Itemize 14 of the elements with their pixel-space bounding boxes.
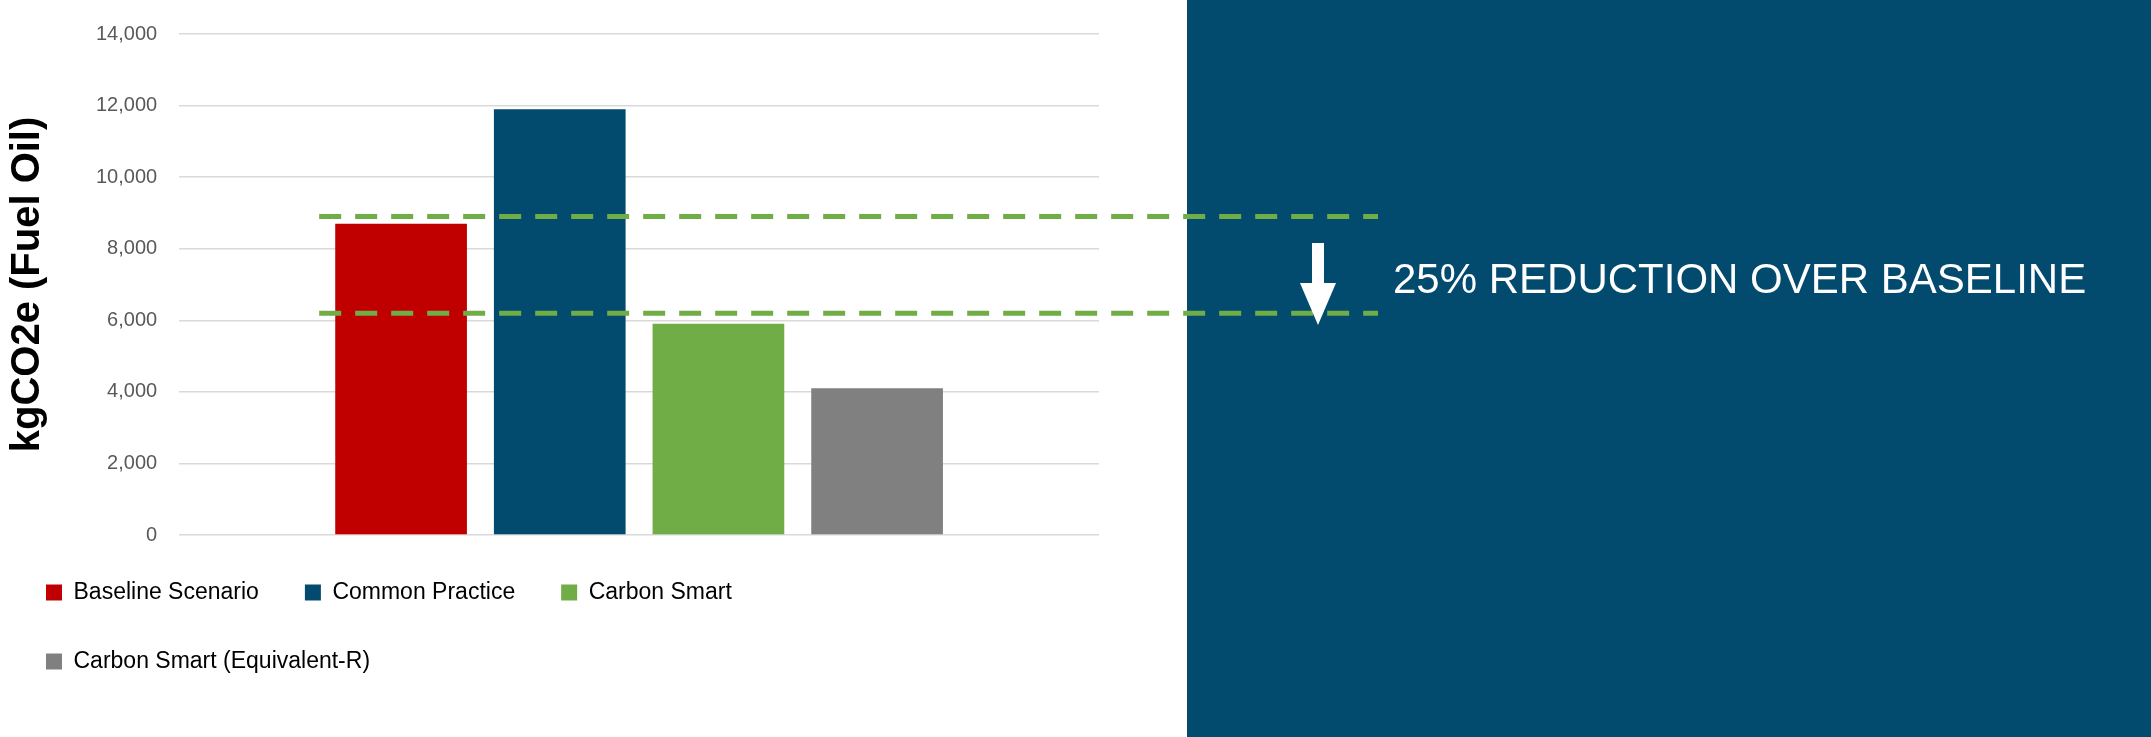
y-tick-label: 12,000	[96, 93, 158, 116]
y-tick-label: 2,000	[107, 450, 158, 473]
y-tick-label: 8,000	[107, 236, 158, 259]
y-axis-title: kgCO2e (Fuel Oil)	[3, 116, 48, 453]
y-tick-label: 4,000	[107, 379, 158, 402]
y-tick-label: 14,000	[96, 21, 158, 44]
text: 25% REDUCTION OVER BASELINE	[1393, 255, 2087, 303]
legend-label: Carbon Smart	[588, 577, 733, 604]
legend-label: Common Practice	[332, 577, 516, 604]
legend-label: Baseline Scenario	[73, 577, 259, 604]
legend-label: Carbon Smart (Equivalent-R)	[73, 646, 371, 673]
y-tick-label: 10,000	[96, 164, 158, 187]
y-tick-label: 0	[146, 522, 158, 545]
y-tick-label: 6,000	[107, 307, 158, 330]
